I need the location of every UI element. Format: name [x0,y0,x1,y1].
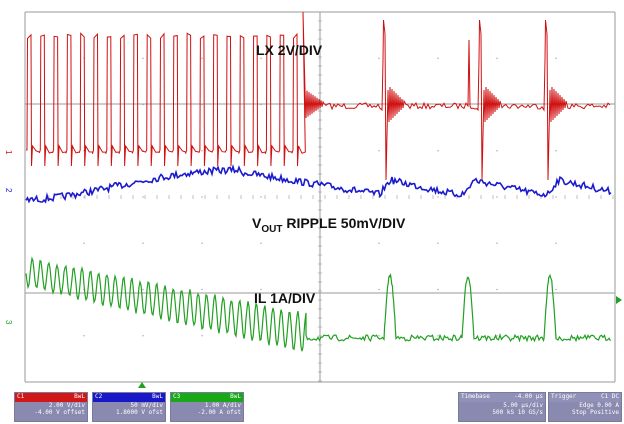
status-timebase-value: -4.00 μs [514,393,543,400]
grid-dot [437,150,439,152]
status-ch1-line2: -4.00 V offset [34,409,85,416]
grid-dot [201,242,203,244]
grid-dot [496,242,498,244]
status-timebase-header: Timebase [461,393,490,400]
trigger-position-marker [138,382,146,388]
grid-dot [378,242,380,244]
grid-dot [555,57,557,59]
grid-dot [437,196,439,198]
grid-dot [142,57,144,59]
status-ch3-header: C3 [173,393,181,400]
grid-dot [201,57,203,59]
status-ch1-line1: 2.00 V/div [48,402,85,409]
grid-dot [260,242,262,244]
grid-dot [142,150,144,152]
grid-dot [83,196,85,198]
grid-dot [496,288,498,291]
grid-dot [555,242,557,244]
grid-dot [142,242,144,244]
status-ch1-value: BwL [74,393,85,400]
grid-dot [201,335,203,337]
series-vout-trace [25,164,612,204]
status-ch2-line1: 50 mV/div [130,402,163,409]
grid-dot [142,288,144,291]
series-lx-trace [26,11,611,181]
status-ch2-header: C2 [95,393,103,400]
label-vout-sub: OUT [261,224,282,235]
grid-dot [260,103,262,106]
status-trigger[interactable]: Trigger C1 DC Edge 0.00 A Stop Positive [548,392,622,422]
grid-dot [83,335,85,337]
status-trigger-line1: Edge 0.00 A [579,402,619,409]
graticule [24,11,616,383]
status-timebase[interactable]: Timebase -4.00 μs 5.00 μs/div 500 kS 10 G… [458,392,546,422]
grid-dot [260,288,262,291]
grid-dot [201,288,203,291]
grid-dot [83,242,85,244]
grid-dot [319,288,321,291]
grid-dot [496,57,498,59]
status-timebase-line1: 5.00 μs/div [503,402,543,409]
status-ch2[interactable]: C2 BwL 50 mV/div 1.8000 V ofst [92,392,166,422]
grid-dot [319,242,321,244]
grid-dot [378,103,380,106]
label-vout-main: V [252,215,262,231]
status-timebase-line2: 500 kS 10 GS/s [492,409,543,416]
grid-dot [319,57,321,59]
grid-dot [555,288,557,291]
status-ch3-value: BwL [230,393,241,400]
channel-marker-2: 2 [4,188,13,193]
status-ch1-header: C1 [17,393,25,400]
trigger-level-marker [616,296,622,304]
status-ch2-line2: 1.8000 V ofst [116,409,163,416]
status-ch3-line2: -2.00 A ofst [197,409,241,416]
grid-dot [142,103,144,106]
grid-dot [555,150,557,152]
grid-dot [437,242,439,244]
grid-dot [260,57,262,59]
label-vout: VOUT RIPPLE 50mV/DIV [252,215,406,235]
grid-dot [378,288,380,291]
channel-marker-1: 1 [4,150,13,155]
grid-dot [142,335,144,337]
grid-dot [555,196,557,198]
channel-marker-3: 3 [4,320,13,325]
grid-dot [378,335,380,337]
label-lx: LX 2V/DIV [256,42,323,58]
grid-dot [378,196,380,198]
status-ch1[interactable]: C1 BwL 2.00 V/div -4.00 V offset [14,392,88,422]
status-trigger-line2: Stop Positive [572,409,619,416]
grid-dot [496,196,498,198]
grid-dot [83,150,85,152]
label-vout-rest: RIPPLE 50mV/DIV [282,215,406,231]
status-trigger-value: C1 DC [600,393,619,400]
label-il: IL 1A/DIV [254,290,316,306]
grid-dot [437,57,439,59]
series-il-trace [25,256,612,352]
grid-dot [201,196,203,198]
grid-dot [201,103,203,106]
grid-dot [319,150,321,152]
grid-dot [378,57,380,59]
grid-dot [378,150,380,152]
grid-dot [437,335,439,337]
status-ch3-line1: 1.00 A/div [204,402,241,409]
grid-dot [201,150,203,152]
grid-dot [319,196,321,198]
grid-dot [496,335,498,337]
status-ch2-value: BwL [152,393,163,400]
grid-dot [437,288,439,291]
grid-dot [260,196,262,198]
status-ch3[interactable]: C3 BwL 1.00 A/div -2.00 A ofst [170,392,244,422]
status-trigger-header: Trigger [551,393,577,400]
grid-dot [496,150,498,152]
grid-dot [142,196,144,198]
